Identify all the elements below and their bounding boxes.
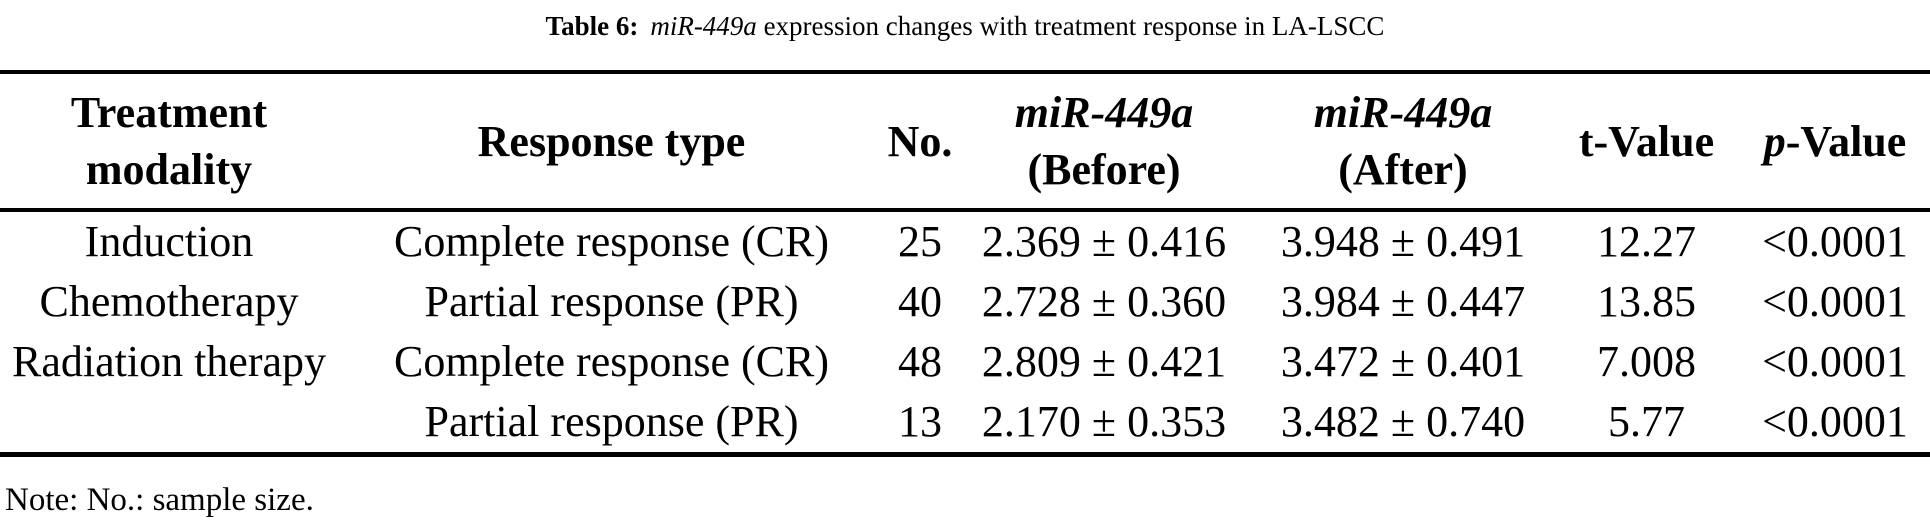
cell-t-value: 13.85: [1597, 277, 1696, 326]
cell-mir449a-after: 3.482 ± 0.740: [1280, 397, 1526, 446]
cell-t-value: 12.27: [1597, 217, 1696, 266]
cell-response: Partial response (PR): [424, 397, 799, 446]
table-note: Note: No.: sample size.: [5, 482, 314, 518]
col-header-mir449a-before: miR-449a (Before): [955, 72, 1253, 210]
header-treatment-line2: modality: [85, 145, 253, 194]
col-header-no: No.: [887, 116, 953, 166]
cell-treatment: Chemotherapy: [39, 277, 299, 326]
cell-no: 25: [898, 217, 942, 266]
cell-t-value: 5.77: [1608, 397, 1685, 446]
caption-table-number: Table 6:: [545, 11, 639, 41]
cell-response: Complete response (CR): [393, 217, 830, 266]
cell-p-value: <0.0001: [1762, 277, 1908, 326]
col-header-mir449a-after: miR-449a (After): [1253, 72, 1553, 210]
header-before-sub: (Before): [1027, 145, 1181, 194]
col-header-p-value: p-Value: [1740, 72, 1930, 210]
table-row: Radiation therapy Complete response (CR)…: [0, 332, 1930, 392]
caption-text: expression changes with treatment respon…: [763, 11, 1385, 41]
table-header: Treatment modality Response type No. miR…: [0, 72, 1930, 210]
cell-treatment: [0, 392, 338, 455]
cell-mir449a-after: 3.948 ± 0.491: [1280, 217, 1526, 266]
cell-p-value: <0.0001: [1762, 337, 1908, 386]
cell-mir449a-after: 3.472 ± 0.401: [1280, 337, 1526, 386]
table-row: Chemotherapy Partial response (PR) 40 2.…: [0, 272, 1930, 332]
header-p-italic: p: [1763, 116, 1786, 166]
table-row: Partial response (PR) 13 2.170 ± 0.353 3…: [0, 392, 1930, 455]
cell-mir449a-after: 3.984 ± 0.447: [1280, 277, 1526, 326]
header-before-gene: miR-449a: [1014, 88, 1194, 137]
cell-mir449a-before: 2.170 ± 0.353: [981, 397, 1227, 446]
header-treatment-line1: Treatment: [70, 88, 268, 137]
cell-treatment: Radiation therapy: [11, 337, 326, 386]
cell-no: 40: [898, 277, 942, 326]
table-row: Induction Complete response (CR) 25 2.36…: [0, 210, 1930, 272]
header-row: Treatment modality Response type No. miR…: [0, 72, 1930, 210]
table-caption: Table 6: miR-449a expression changes with…: [0, 0, 1930, 70]
col-header-response-type: Response type: [477, 116, 746, 166]
cell-mir449a-before: 2.369 ± 0.416: [981, 217, 1227, 266]
cell-mir449a-before: 2.809 ± 0.421: [981, 337, 1227, 386]
cell-mir449a-before: 2.728 ± 0.360: [981, 277, 1227, 326]
cell-t-value: 7.008: [1597, 337, 1696, 386]
cell-no: 48: [898, 337, 942, 386]
results-table: Treatment modality Response type No. miR…: [0, 70, 1930, 457]
col-header-t-value: t-Value: [1578, 116, 1715, 166]
cell-response: Complete response (CR): [393, 337, 830, 386]
cell-p-value: <0.0001: [1762, 217, 1908, 266]
cell-p-value: <0.0001: [1762, 397, 1908, 446]
cell-response: Partial response (PR): [424, 277, 799, 326]
header-p-rest: -Value: [1785, 116, 1907, 166]
caption-gene-name: miR-449a: [650, 11, 757, 41]
header-after-gene: miR-449a: [1313, 88, 1493, 137]
header-after-sub: (After): [1338, 145, 1468, 194]
col-header-treatment-modality: Treatment modality: [0, 72, 338, 210]
cell-no: 13: [898, 397, 942, 446]
table-body: Induction Complete response (CR) 25 2.36…: [0, 210, 1930, 455]
cell-treatment: Induction: [84, 217, 254, 266]
